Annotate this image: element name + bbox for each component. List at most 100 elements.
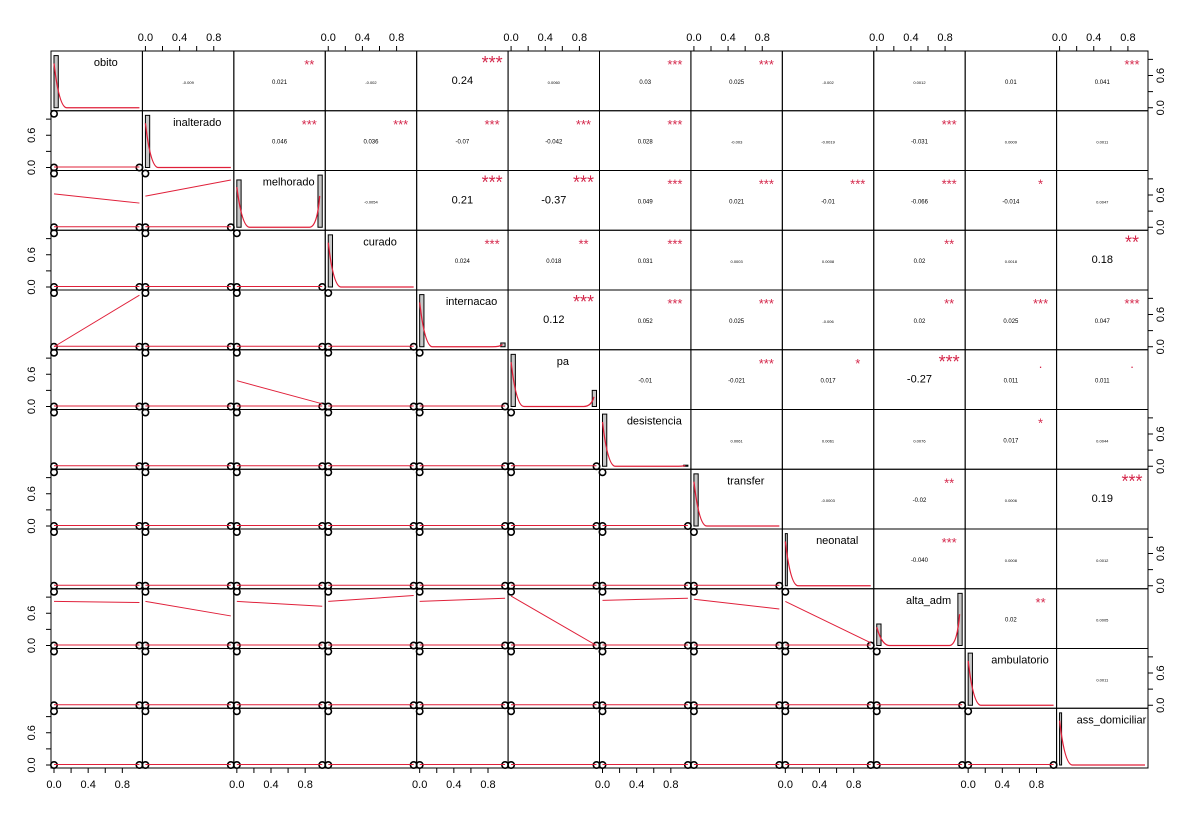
panel-frame	[233, 588, 326, 649]
y-tick-label: 0.6	[26, 486, 38, 501]
significance-stars: ***	[393, 117, 408, 132]
significance-stars: ***	[482, 173, 503, 193]
fit-line	[53, 294, 140, 348]
correlation-value: -0.02	[913, 498, 927, 504]
scatter-point	[592, 462, 601, 471]
panel-frame	[141, 170, 235, 231]
x-tick-label: 0.8	[1029, 779, 1044, 791]
panel-frame	[50, 170, 143, 231]
y-tick-label: 0.0	[26, 160, 38, 175]
scatter-point	[232, 527, 241, 536]
significance-stars: ***	[942, 117, 957, 132]
panel-frame	[50, 409, 143, 470]
scatter-point	[318, 282, 327, 291]
x-tick-label: 0.0	[961, 779, 976, 791]
scatter-point	[135, 163, 144, 172]
scatter-point	[683, 521, 692, 530]
variable-label: alta_adm	[906, 595, 951, 607]
panel-frame	[416, 468, 509, 530]
panel-frame	[599, 468, 692, 530]
scatter-point	[872, 647, 881, 656]
scatter-point	[324, 288, 333, 297]
panel-frame	[324, 707, 418, 769]
panel-frame	[416, 588, 509, 649]
correlation-value: 0.031	[638, 259, 654, 265]
x-tick-label: 0.0	[686, 32, 701, 44]
correlation-value: 0.0011	[1096, 677, 1109, 682]
scatter-point	[49, 288, 58, 297]
correlation-value: -0.0019	[821, 140, 835, 145]
scatter-point	[507, 408, 516, 417]
scatter-point	[232, 408, 241, 417]
x-tick-label: 0.4	[355, 32, 370, 44]
panel-frame	[324, 409, 418, 470]
correlation-value: 0.02	[914, 319, 926, 325]
panel-frame	[324, 588, 418, 649]
y-tick-label: 0.0	[1155, 339, 1167, 354]
correlation-value: 0.0008	[1005, 558, 1018, 563]
scatter-point	[964, 707, 973, 716]
significance-stars: ***	[759, 356, 774, 371]
density-curve	[967, 660, 1054, 706]
x-tick-label: 0.4	[903, 32, 918, 44]
panel-frame	[141, 528, 235, 590]
scatter-point	[958, 701, 967, 710]
scatter-point	[49, 229, 58, 238]
scatter-point	[49, 527, 58, 536]
correlation-value: 0.011	[1095, 379, 1110, 385]
significance-stars: ***	[1121, 471, 1142, 491]
panel-frame	[690, 588, 783, 649]
panel-frame	[233, 648, 326, 709]
scatter-point	[49, 587, 58, 596]
x-tick-label: 0.8	[389, 32, 404, 44]
significance-stars: *	[855, 356, 860, 371]
scatter-point	[141, 229, 150, 238]
panel-frame	[781, 648, 875, 709]
y-tick-label: 0.6	[26, 128, 38, 143]
density-curve	[601, 421, 686, 467]
significance-stars: ***	[759, 177, 774, 192]
correlation-value: 0.01	[1005, 80, 1017, 86]
significance-stars: ***	[484, 236, 499, 251]
fit-line	[53, 193, 140, 204]
y-tick-label: 0.0	[26, 399, 38, 414]
correlation-value: 0.0006	[1005, 498, 1018, 503]
correlation-value: 0.03	[639, 80, 651, 86]
fit-line	[145, 600, 231, 617]
panel-frame	[507, 528, 601, 590]
correlation-value: 0.0018	[1005, 259, 1018, 264]
x-tick-label: 0.0	[1052, 32, 1067, 44]
y-tick-label: 0.6	[1155, 68, 1167, 83]
x-tick-label: 0.4	[1086, 32, 1101, 44]
x-tick-label: 0.8	[846, 779, 861, 791]
y-tick-label: 0.0	[26, 518, 38, 533]
panel-frame	[141, 648, 235, 709]
scatter-point	[232, 587, 241, 596]
scatter-point	[141, 169, 150, 178]
y-tick-label: 0.0	[26, 757, 38, 772]
significance-stars: ***	[482, 53, 503, 73]
scatter-point	[689, 527, 698, 536]
scatter-point	[507, 587, 516, 596]
y-tick-label: 0.0	[1155, 459, 1167, 474]
correlation-value: 0.0061	[731, 438, 744, 443]
correlation-value: -0.003	[731, 140, 743, 145]
density-curve	[236, 186, 321, 228]
significance-stars: ***	[850, 177, 865, 192]
significance-stars: .	[1130, 356, 1134, 371]
panel-frame	[690, 648, 783, 709]
y-tick-label: 0.6	[1155, 187, 1167, 202]
correlation-value: -0.37	[541, 194, 566, 206]
panel-frame	[873, 707, 966, 769]
correlation-value: -0.031	[911, 140, 929, 146]
correlation-value: -0.021	[728, 379, 746, 385]
x-tick-label: 0.0	[46, 779, 61, 791]
x-tick-label: 0.4	[81, 779, 96, 791]
scatter-point	[49, 408, 58, 417]
significance-stars: **	[944, 296, 954, 311]
scatter-point	[141, 527, 150, 536]
correlation-value: 0.017	[821, 379, 837, 385]
significance-stars: *	[1038, 177, 1043, 192]
significance-stars: ***	[942, 535, 957, 550]
correlation-value: -0.040	[911, 558, 929, 564]
